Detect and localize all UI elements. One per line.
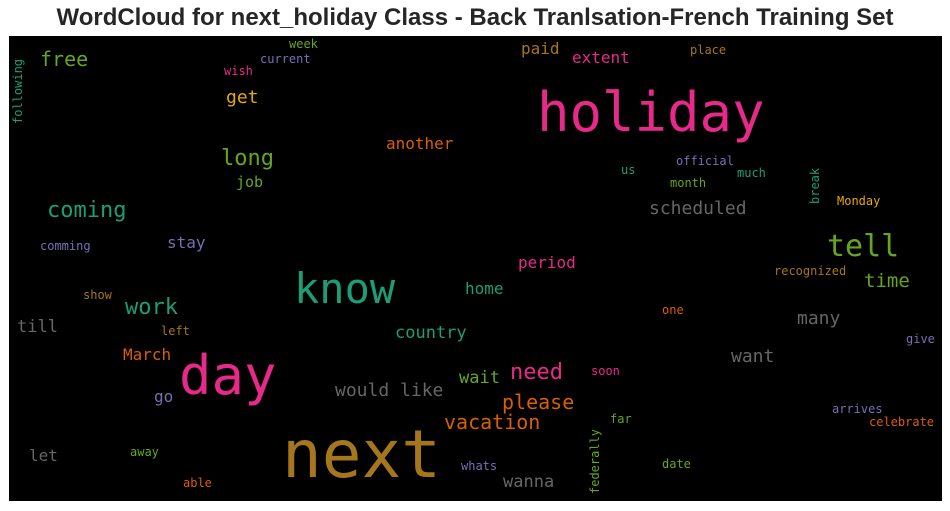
word-week: week — [289, 37, 318, 51]
word-wait: wait — [459, 368, 500, 388]
word-holiday: holiday — [537, 81, 765, 144]
word-comming: comming — [40, 239, 91, 253]
word-show: show — [83, 288, 112, 302]
word-arrives: arrives — [832, 402, 883, 416]
word-wish: wish — [224, 64, 253, 78]
word-monday: Monday — [837, 194, 881, 208]
word-please: please — [502, 390, 575, 414]
word-work: work — [125, 295, 178, 320]
word-let: let — [29, 446, 58, 465]
wordcloud-canvas: next holiday day know tell coming long need work… — [9, 36, 942, 501]
word-month: month — [670, 176, 707, 190]
word-need: need — [510, 360, 563, 385]
word-many: many — [797, 308, 841, 329]
word-current: current — [260, 52, 311, 66]
word-left: left — [161, 324, 190, 338]
word-scheduled: scheduled — [649, 198, 747, 219]
word-march: March — [123, 345, 172, 364]
word-know: know — [294, 264, 396, 313]
word-free: free — [40, 47, 89, 71]
word-paid: paid — [521, 39, 560, 58]
chart-title: WordCloud for next_holiday Class - Back … — [56, 4, 894, 31]
word-stay: stay — [167, 233, 206, 252]
word-job: job — [236, 173, 264, 191]
word-vacation: vacation — [444, 410, 541, 434]
word-would-like: would like — [335, 380, 444, 401]
word-another: another — [386, 134, 454, 153]
word-able: able — [183, 476, 212, 490]
word-time: time — [864, 270, 910, 292]
word-country: country — [395, 323, 467, 343]
word-date: date — [662, 457, 691, 471]
word-next: next — [282, 416, 441, 493]
word-official: official — [676, 154, 734, 168]
word-period: period — [518, 253, 576, 272]
word-get: get — [226, 87, 259, 108]
word-soon: soon — [591, 364, 620, 378]
word-day: day — [179, 344, 277, 407]
word-till: till — [17, 317, 58, 337]
word-want: want — [731, 346, 775, 367]
word-recognized: recognized — [774, 264, 847, 278]
word-place: place — [690, 43, 727, 57]
word-us: us — [621, 163, 636, 177]
word-away: away — [130, 445, 159, 459]
word-following: following — [11, 58, 25, 124]
word-far: far — [610, 412, 632, 426]
word-much: much — [737, 166, 766, 180]
word-go: go — [154, 387, 174, 406]
word-one: one — [662, 303, 684, 317]
word-celebrate: celebrate — [869, 415, 935, 429]
word-give: give — [906, 332, 935, 346]
word-coming: coming — [47, 198, 127, 223]
word-long: long — [221, 146, 274, 171]
word-federally: federally — [588, 428, 602, 494]
word-break: break — [808, 167, 822, 204]
word-extent: extent — [572, 48, 630, 67]
word-whats: whats — [461, 459, 498, 473]
word-home: home — [465, 279, 504, 298]
word-tell: tell — [827, 229, 900, 264]
word-wanna: wanna — [503, 472, 555, 492]
